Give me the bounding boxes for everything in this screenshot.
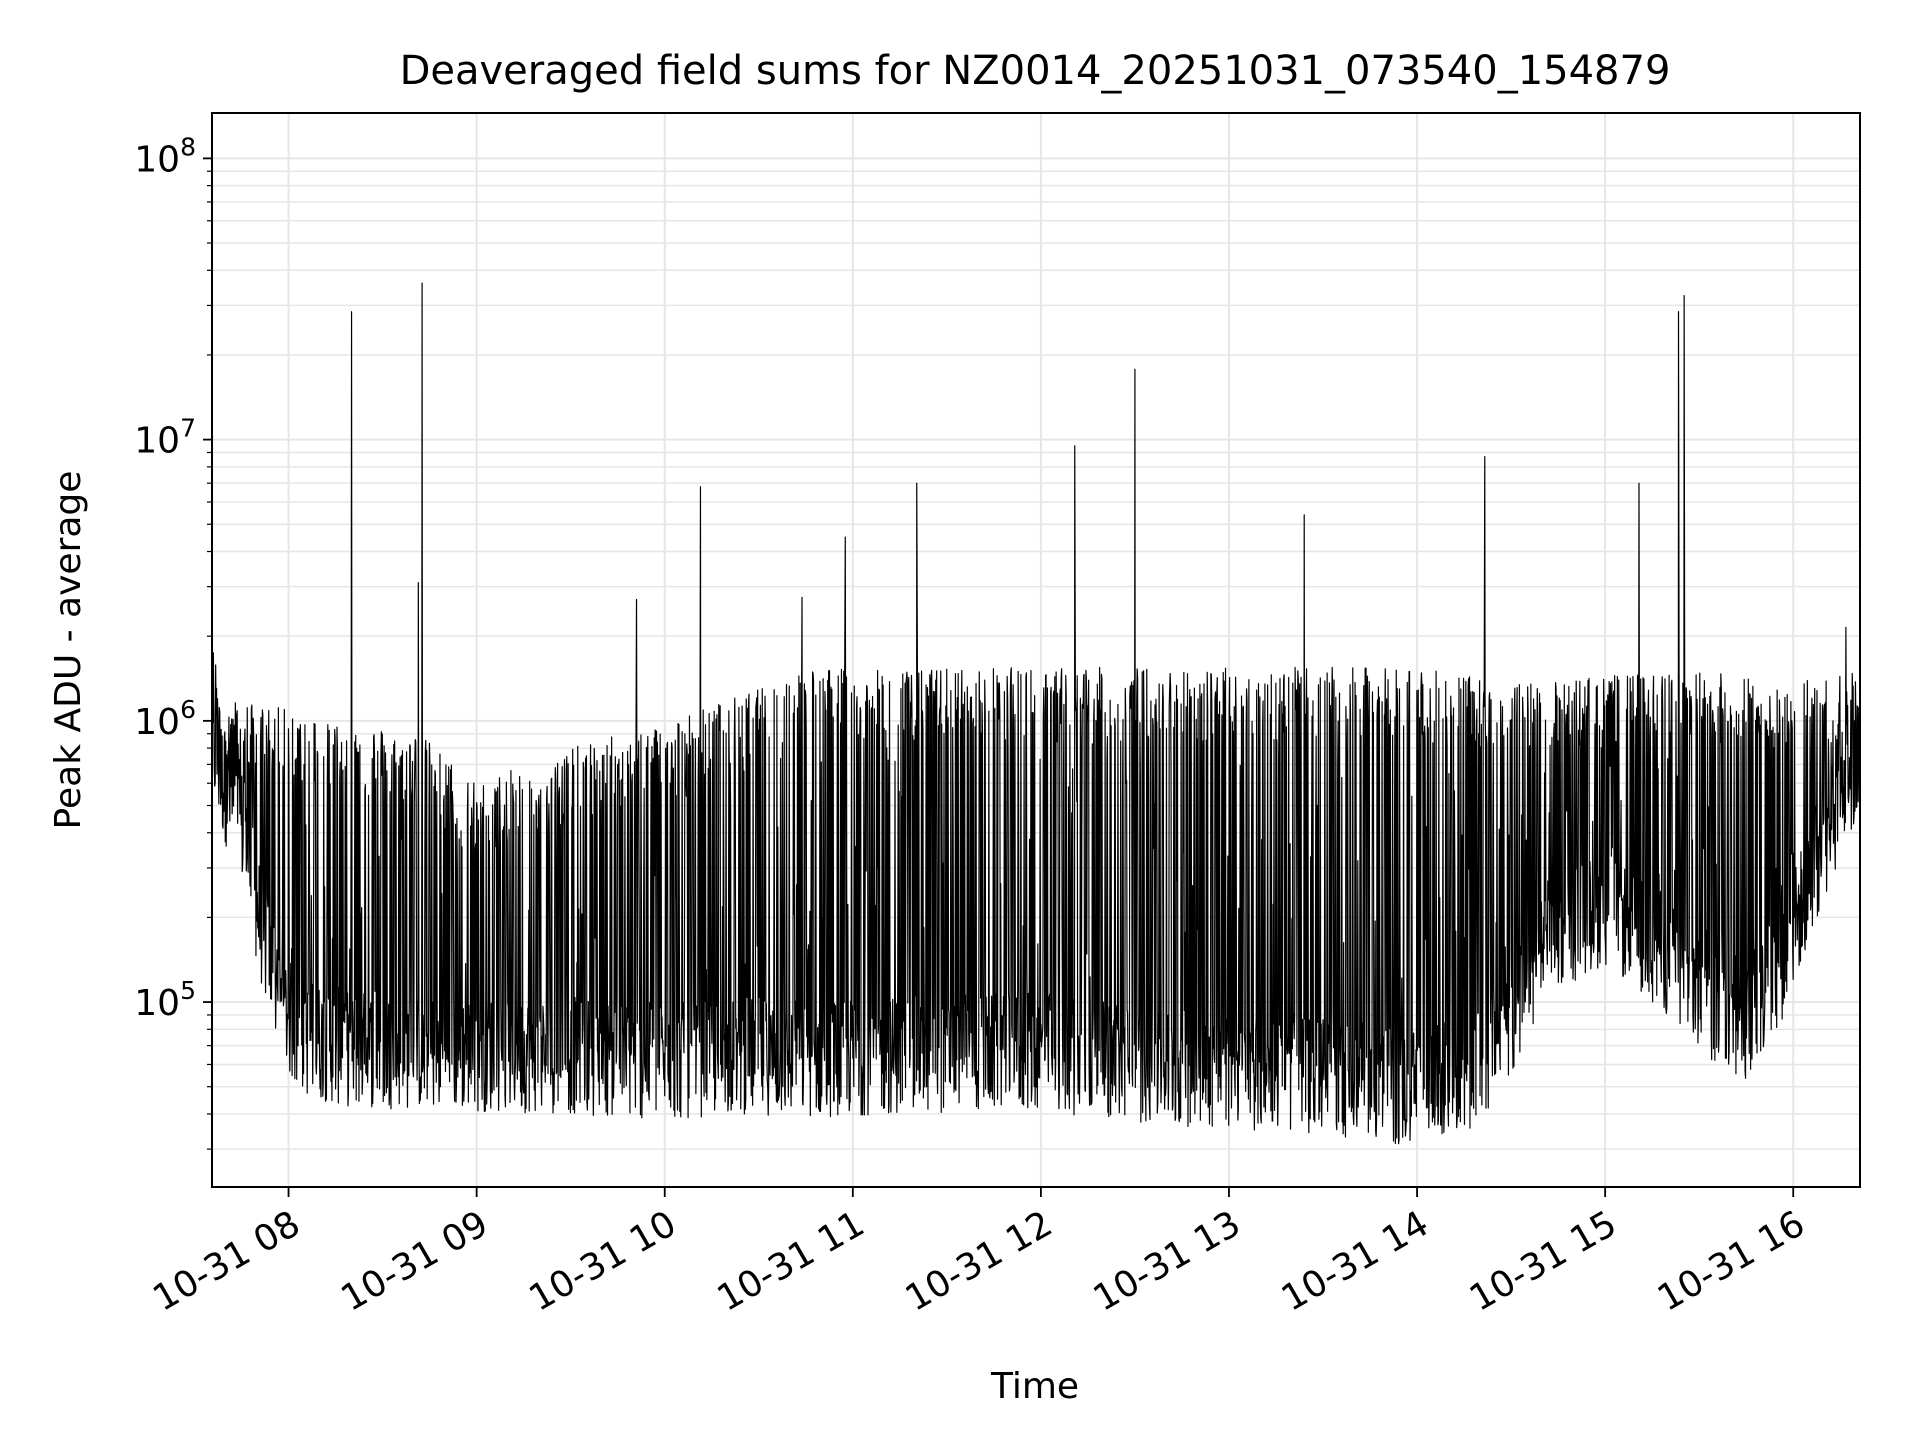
y-tick-label: 108 — [134, 132, 196, 180]
series-line-peak-adu — [211, 282, 1861, 1145]
x-axis-label: Time — [990, 1366, 1079, 1407]
y-tick-label: 107 — [134, 414, 196, 462]
y-tick-label: 105 — [134, 976, 196, 1024]
y-tick-label: 106 — [134, 695, 196, 743]
y-axis-label: Peak ADU - average — [48, 471, 89, 830]
chart-title: Deaveraged field sums for NZ0014_2025103… — [400, 48, 1671, 94]
plot-frame — [211, 112, 1861, 1188]
